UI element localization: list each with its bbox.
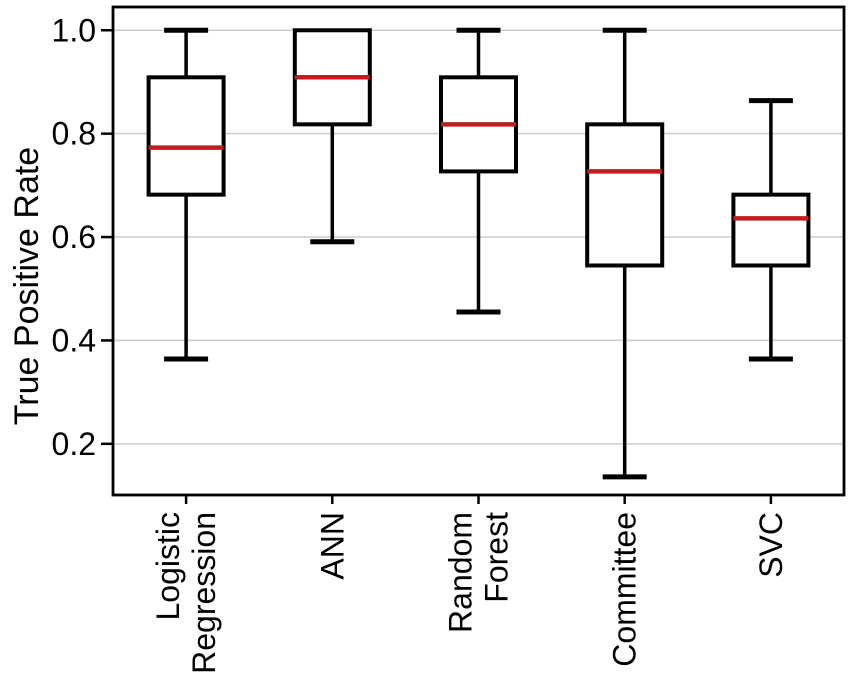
box-layer [146, 27, 811, 480]
x-axis-label-line: SVC [753, 512, 789, 578]
y-tick-label: 1.0 [52, 12, 96, 48]
x-axis-label-ann: ANN [314, 512, 350, 580]
y-axis-title: True Positive Rate [8, 147, 46, 425]
y-tick-label: 0.6 [52, 219, 96, 255]
box-rect [585, 122, 665, 268]
y-tick-label: 0.4 [52, 322, 96, 358]
x-axis-label-line: Forest [479, 512, 515, 603]
x-axis-label-logistic-regression: Logistic Regression [150, 512, 222, 674]
x-axis-label-line: Random [443, 512, 479, 633]
x-axis-label-svc: SVC [753, 512, 789, 578]
box-rect [146, 75, 226, 197]
x-axis-label-random-forest: Random Forest [443, 512, 515, 633]
x-axis-label-line: Regression [186, 512, 222, 674]
x-axis-label-line: Committee [607, 512, 643, 667]
y-tick-label: 0.2 [52, 426, 96, 462]
axis-layer: 1.0 0.8 0.6 0.4 0.2 Logistic Regression ANN Rand… [52, 5, 846, 674]
x-axis-label-committee: Committee [607, 512, 643, 667]
x-axis-label-line: ANN [314, 512, 350, 580]
x-axis-label-line: Logistic [150, 512, 186, 621]
box-rect [731, 192, 811, 268]
y-tick-label: 0.8 [52, 116, 96, 152]
